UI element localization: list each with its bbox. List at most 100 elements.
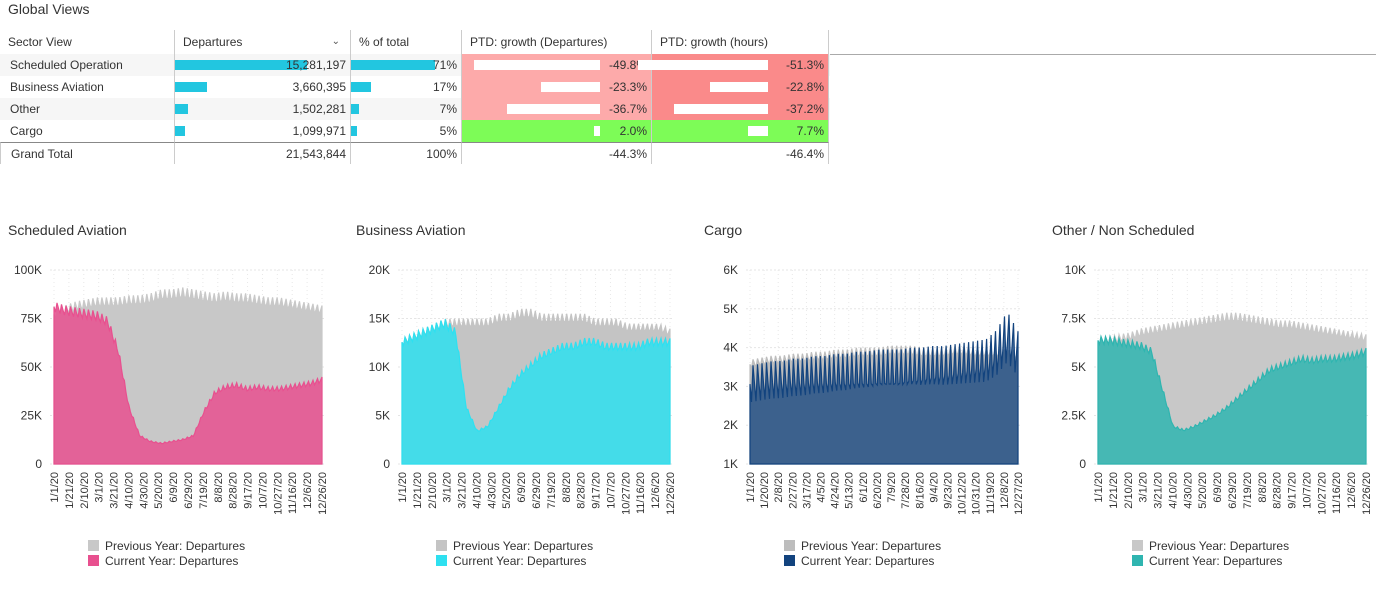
x-tick-label: 4/10/20	[123, 472, 135, 509]
chart-title: Scheduled Aviation	[8, 222, 127, 238]
pct-bar	[351, 104, 359, 114]
departures-cell: 3,660,395	[174, 76, 350, 98]
y-tick-label: 10K	[369, 360, 390, 374]
chart-legend: Previous Year: Departures Current Year: …	[1132, 539, 1289, 569]
series-area-current	[1097, 334, 1367, 465]
pct-bar	[351, 126, 357, 136]
legend-label: Previous Year: Departures	[1149, 539, 1290, 553]
x-tick-label: 7/19/20	[546, 472, 558, 509]
table-header: Sector View Departures ⌄ % of total PTD:…	[0, 30, 1376, 55]
header-sector-view[interactable]: Sector View	[8, 35, 72, 49]
growth-hours-bar	[674, 104, 768, 114]
x-tick-label: 4/30/20	[138, 472, 150, 509]
departures-cell: 1,502,281	[174, 98, 350, 120]
x-tick-label: 1/1/20	[745, 472, 757, 503]
chevron-down-icon[interactable]: ⌄	[331, 36, 340, 47]
y-tick-label: 5K	[375, 409, 390, 423]
x-tick-label: 1/21/20	[412, 472, 424, 509]
pct-value: 5%	[439, 124, 457, 138]
x-tick-label: 12/26/20	[317, 472, 329, 515]
x-tick-label: 4/10/20	[1167, 472, 1179, 509]
x-tick-label: 3/17/20	[801, 472, 813, 509]
pct-bar	[351, 60, 435, 70]
x-tick-label: 2/27/20	[787, 472, 799, 509]
x-tick-label: 4/5/20	[816, 472, 828, 503]
growth-hours-bar	[748, 126, 768, 136]
header-ptd-departures[interactable]: PTD: growth (Departures)	[461, 30, 651, 54]
x-tick-label: 10/7/20	[257, 472, 269, 509]
series-area-current	[53, 302, 323, 465]
header-pct-total[interactable]: % of total	[350, 30, 461, 54]
legend-item-current[interactable]: Current Year: Departures	[88, 554, 245, 569]
growth-departures-bar	[541, 82, 600, 92]
legend-label: Current Year: Departures	[105, 554, 239, 568]
chart-other-non-scheduled: Other / Non Scheduled 10K 7.5K 5K 2.5K 0 1/1/…	[1044, 222, 1374, 582]
table-row[interactable]: Business Aviation 3,660,395 17% -23.3% -22.8…	[0, 76, 830, 98]
x-tick-label: 6/9/20	[168, 472, 180, 503]
x-tick-label: 12/26/20	[1361, 472, 1373, 515]
grand-total-departures-value: 21,543,844	[285, 147, 346, 161]
x-tick-label: 11/16/20	[287, 472, 299, 514]
legend-item-previous[interactable]: Previous Year: Departures	[1132, 539, 1289, 554]
growth-hours-cell: -37.2%	[651, 98, 829, 120]
table-row[interactable]: Other 1,502,281 7% -36.7% -37.2%	[0, 98, 830, 120]
y-tick-label: 15K	[369, 312, 390, 326]
sector-cell: Cargo	[10, 124, 43, 138]
pct-cell: 5%	[350, 120, 461, 142]
departures-bar	[175, 82, 207, 92]
y-tick-label: 4K	[723, 341, 738, 355]
grand-total-row: Grand Total 21,543,844 100% -44.3% -46.4%	[0, 142, 830, 164]
chart-title: Other / Non Scheduled	[1052, 222, 1195, 238]
legend-item-previous[interactable]: Previous Year: Departures	[88, 539, 245, 554]
y-tick-label: 50K	[21, 360, 42, 374]
x-tick-label: 3/21/20	[1153, 472, 1165, 509]
x-tick-label: 3/21/20	[457, 472, 469, 509]
grand-total-label: Grand Total	[0, 142, 174, 164]
y-tick-label: 0	[1079, 457, 1086, 471]
pct-cell: 17%	[350, 76, 461, 98]
x-tick-label: 5/20/20	[501, 472, 513, 509]
x-tick-label: 1/1/20	[49, 472, 61, 503]
header-ptd-hours[interactable]: PTD: growth (hours)	[651, 30, 829, 54]
x-tick-label: 1/1/20	[1093, 472, 1105, 503]
y-tick-label: 5K	[1071, 360, 1086, 374]
grand-total-growth-hours-value: -46.4%	[785, 147, 824, 161]
departures-bar	[175, 104, 188, 114]
growth-departures-value: -49.8%	[608, 58, 647, 72]
legend-item-previous[interactable]: Previous Year: Departures	[784, 539, 941, 554]
x-tick-label: 4/10/20	[471, 472, 483, 509]
x-tick-label: 5/20/20	[153, 472, 165, 509]
legend-item-current[interactable]: Current Year: Departures	[436, 554, 593, 569]
growth-departures-bar	[594, 126, 600, 136]
sector-cell: Other	[10, 102, 41, 116]
legend-item-current[interactable]: Current Year: Departures	[784, 554, 941, 569]
growth-hours-value: -51.3%	[785, 58, 824, 72]
page-title: Global Views	[8, 1, 90, 17]
y-tick-label: 6K	[723, 263, 738, 277]
legend-label: Current Year: Departures	[1149, 554, 1283, 568]
table-row[interactable]: Scheduled Operation 15,281,197 71% -49.8% -5…	[0, 54, 830, 76]
growth-hours-bar	[710, 82, 768, 92]
x-tick-label: 3/21/20	[109, 472, 121, 509]
y-tick-label: 7.5K	[1061, 312, 1086, 326]
legend-item-previous[interactable]: Previous Year: Departures	[436, 539, 593, 554]
legend-label: Current Year: Departures	[453, 554, 587, 568]
y-tick-label: 2K	[723, 418, 738, 432]
pct-bar	[351, 82, 371, 92]
departures-value: 1,099,971	[292, 124, 346, 138]
x-tick-label: 6/29/20	[531, 472, 543, 509]
legend-item-current[interactable]: Current Year: Departures	[1132, 554, 1289, 569]
chart-plot: 20K 15K 10K 5K 0 1/1/20 1/21/20 2/10/20 3/1/20 3/…	[369, 263, 677, 515]
header-departures[interactable]: Departures ⌄	[174, 30, 350, 54]
chart-title: Cargo	[704, 222, 743, 238]
y-tick-label: 20K	[369, 263, 390, 277]
chart-legend: Previous Year: Departures Current Year: …	[88, 539, 245, 569]
x-tick-label: 3/1/20	[1138, 472, 1150, 503]
x-tick-label: 3/1/20	[94, 472, 106, 503]
x-tick-label: 6/9/20	[516, 472, 528, 503]
x-tick-label: 6/1/20	[858, 472, 870, 503]
table-row[interactable]: Cargo 1,099,971 5% 2.0% 7.7%	[0, 120, 830, 142]
growth-departures-cell: -23.3%	[461, 76, 651, 98]
departures-value: 1,502,281	[292, 102, 346, 116]
chart-plot: 100K 75K 50K 25K 0 1/1/20 1/21/20 2/10/20 3/1/20…	[14, 263, 329, 515]
